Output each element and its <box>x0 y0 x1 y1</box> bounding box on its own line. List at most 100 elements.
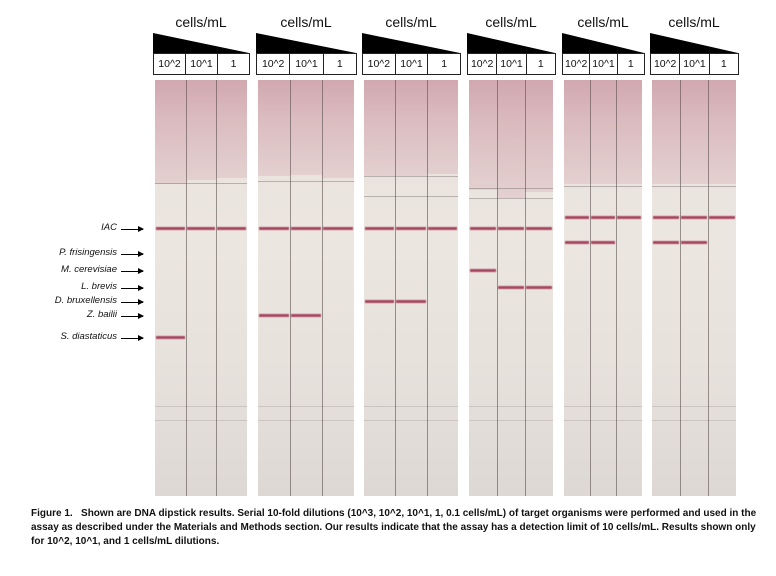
strip-boundary <box>469 406 553 407</box>
dilution-label: 10^1 <box>289 53 324 75</box>
arrow-icon <box>121 285 144 291</box>
units-label: cells/mL <box>385 14 437 30</box>
pad-boundary <box>469 198 553 199</box>
sample-pad <box>322 80 354 178</box>
sample-pad <box>155 80 186 184</box>
caption-text: Shown are DNA dipstick results. Serial 1… <box>31 508 757 547</box>
dipstick-strip <box>590 80 616 496</box>
dipstick-strip <box>216 80 247 496</box>
test-band <box>291 227 321 230</box>
concentration-wedge <box>153 33 249 53</box>
test-band <box>156 227 185 230</box>
test-band <box>217 227 246 230</box>
dipstick-strip <box>708 80 736 496</box>
strip-boundary <box>258 406 354 407</box>
dipstick-strip <box>497 80 525 496</box>
dipstick-strip <box>426 80 458 496</box>
dilution-panel: cells/mL 10^2 10^1 1 <box>650 0 739 500</box>
sample-pad <box>497 80 525 198</box>
units-label: cells/mL <box>175 14 227 30</box>
strip-edge <box>497 80 498 496</box>
dilution-label: 1 <box>322 53 357 75</box>
pad-boundary <box>469 188 553 189</box>
strip-boundary <box>258 420 354 421</box>
dipstick-strip <box>564 80 590 496</box>
test-band <box>498 286 524 289</box>
dilution-label: 1 <box>616 53 645 75</box>
dipstick-photo <box>652 80 736 496</box>
pad-boundary <box>364 196 458 197</box>
test-band <box>365 227 395 230</box>
dilution-panel: cells/mL 10^2 10^1 1 <box>467 0 556 500</box>
pad-boundary <box>258 181 354 182</box>
strip-edge <box>708 80 709 496</box>
dilution-label: 10^1 <box>496 53 527 75</box>
dilution-panel: cells/mL 10^2 10^1 1 <box>362 0 462 500</box>
sample-pad <box>395 80 427 176</box>
test-band <box>526 286 552 289</box>
sample-pad <box>426 80 458 174</box>
units-label: cells/mL <box>577 14 629 30</box>
caption-label: Figure 1. <box>31 508 73 519</box>
dilution-label: 10^2 <box>362 53 396 75</box>
concentration-wedge <box>467 33 555 53</box>
strip-boundary <box>364 406 458 407</box>
test-band <box>565 216 589 219</box>
dilution-header: 10^2 10^1 1 <box>153 53 250 75</box>
strip-boundary <box>652 420 736 421</box>
dilution-label: 10^2 <box>467 53 498 75</box>
dilution-header: 10^2 10^1 1 <box>256 53 357 75</box>
pad-boundary <box>364 176 458 177</box>
strip-boundary <box>564 420 642 421</box>
dilution-label: 10^1 <box>679 53 710 75</box>
dilution-header: 10^2 10^1 1 <box>467 53 556 75</box>
sample-pad <box>708 80 736 184</box>
dipstick-photo <box>469 80 553 496</box>
band-label: D. bruxellensis <box>54 295 117 306</box>
test-band <box>396 300 426 303</box>
dipstick-strip <box>469 80 497 496</box>
band-label: S. diastaticus <box>60 331 118 342</box>
strip-edge <box>680 80 681 496</box>
sample-pad <box>525 80 553 192</box>
arrow-icon <box>121 335 144 341</box>
units-label: cells/mL <box>485 14 537 30</box>
dilution-header: 10^2 10^1 1 <box>650 53 739 75</box>
strip-edge <box>185 80 187 496</box>
dipstick-photo <box>364 80 458 496</box>
dilution-label: 10^2 <box>256 53 291 75</box>
dilution-panel: cells/mL 10^2 10^1 1 <box>562 0 645 500</box>
dilution-header: 10^2 10^1 1 <box>562 53 645 75</box>
dipstick-strip <box>680 80 708 496</box>
dipstick-strip <box>258 80 290 496</box>
strip-edge <box>395 80 397 496</box>
test-band <box>396 227 426 230</box>
band-label: L. brevis <box>81 281 117 292</box>
dilution-label: 1 <box>217 53 250 75</box>
sample-pad <box>680 80 708 184</box>
dipstick-photo <box>155 80 247 496</box>
dipstick-strip <box>185 80 217 496</box>
test-band <box>323 227 353 230</box>
figure-caption: Figure 1. Shown are DNA dipstick results… <box>31 507 761 549</box>
strip-edge <box>590 80 591 496</box>
sample-pad <box>258 80 290 176</box>
test-band <box>681 241 707 244</box>
strip-edge <box>525 80 526 496</box>
sample-pad <box>364 80 396 176</box>
band-label: Z. bailii <box>86 309 117 320</box>
pad-boundary <box>564 186 642 187</box>
dilution-label: 10^1 <box>394 53 429 75</box>
strip-edge <box>322 80 323 496</box>
test-band <box>653 216 679 219</box>
band-label: IAC <box>101 222 117 233</box>
dilution-header: 10^2 10^1 1 <box>362 53 462 75</box>
strip-boundary <box>155 406 247 407</box>
concentration-wedge <box>256 33 356 53</box>
strip-boundary <box>469 420 553 421</box>
test-band <box>427 227 457 230</box>
strip-boundary <box>564 406 642 407</box>
test-band <box>653 241 679 244</box>
dipstick-strip <box>525 80 553 496</box>
dilution-label: 10^1 <box>589 53 618 75</box>
